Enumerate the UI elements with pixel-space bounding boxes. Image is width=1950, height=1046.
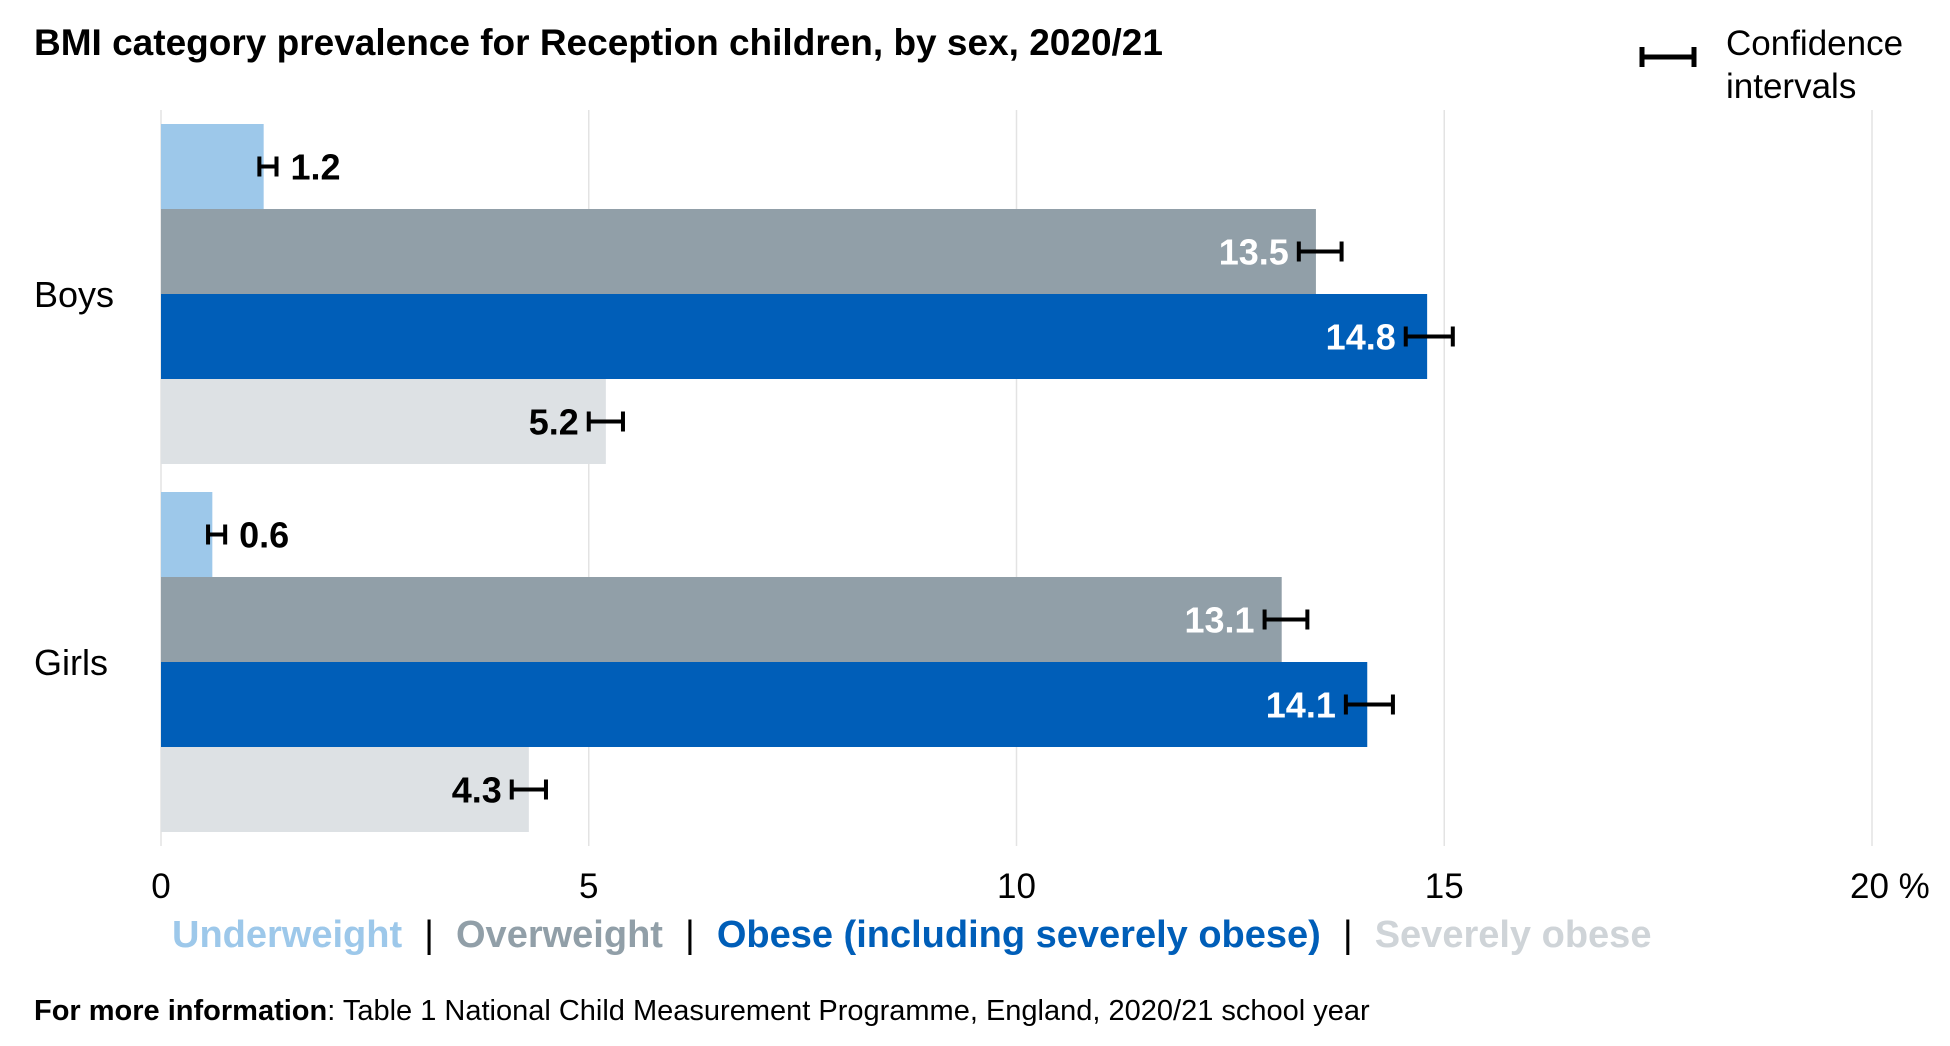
x-tick-label: 5	[579, 867, 598, 906]
bar	[161, 492, 213, 577]
category-label: Boys	[34, 274, 114, 315]
legend-separator: |	[424, 914, 434, 956]
category-label: Girls	[34, 642, 108, 683]
data-label: 4.3	[452, 770, 502, 811]
footer-bold: For more information	[34, 995, 328, 1027]
x-tick-label: 0	[151, 867, 170, 906]
legend-separator: |	[1342, 914, 1353, 956]
bar	[161, 379, 606, 464]
data-label: 14.1	[1266, 685, 1336, 726]
bar	[161, 577, 1282, 662]
chart-title: BMI category prevalence for Reception ch…	[34, 22, 1163, 63]
footer-text: : Table 1 National Child Measurement Pro…	[327, 995, 1370, 1027]
series-legend: Underweight | Overweight | Obese (including …	[172, 914, 1651, 957]
data-label: 0.6	[239, 515, 289, 556]
ci-legend-line-2: intervals	[1726, 67, 1857, 106]
legend-separator: |	[684, 914, 695, 956]
data-label: 14.8	[1326, 317, 1396, 358]
data-label: 5.2	[529, 402, 579, 443]
legend-underweight: Underweight	[172, 914, 403, 956]
data-label: 1.2	[290, 147, 340, 188]
data-label: 13.5	[1219, 232, 1289, 273]
legend-severely-obese: Severely obese	[1374, 914, 1652, 956]
x-tick-label: 15	[1425, 867, 1464, 906]
bar-chart: Boys 1.2 13.5 14.8 5.2 Girls 0.6 13.1 14.1 4.3 0 5 1…	[34, 110, 1930, 906]
ci-legend-line-1: Confidence	[1726, 24, 1904, 63]
data-label: 13.1	[1185, 600, 1255, 641]
footer-note: For more information: Table 1 National C…	[34, 995, 1370, 1028]
x-tick-label: 10	[997, 867, 1036, 906]
bar	[161, 747, 529, 832]
legend-overweight: Overweight	[456, 914, 663, 956]
x-tick-label: 20 %	[1850, 867, 1930, 906]
bar	[161, 209, 1316, 294]
error-bar-icon	[1639, 47, 1697, 67]
bar	[161, 124, 264, 209]
legend-obese: Obese (including severely obese)	[716, 914, 1321, 956]
ci-legend-label: Confidence intervals	[1726, 22, 1903, 108]
bar	[161, 294, 1428, 379]
bar	[161, 662, 1368, 747]
